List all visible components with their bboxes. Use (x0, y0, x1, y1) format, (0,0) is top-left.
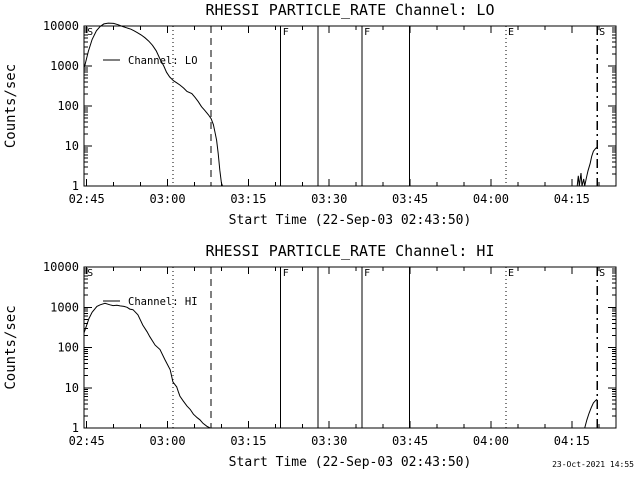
x-tick-label: 02:45 (69, 434, 105, 448)
creation-timestamp: 23-Oct-2021 14:55 (552, 460, 634, 469)
x-tick-label: 03:30 (311, 434, 347, 448)
event-flag: E (508, 268, 514, 279)
legend-label: Channel: HI (128, 296, 198, 308)
event-flag: S (599, 27, 605, 38)
event-flag: S (87, 27, 93, 38)
event-flag: F (364, 268, 370, 279)
legend: Channel: HI (103, 296, 198, 308)
x-axis-label: Start Time (22-Sep-03 02:43:50) (229, 213, 472, 228)
y-tick-label: 100 (57, 99, 79, 113)
panel-hi: 02:45 03:00 03:15 03:30 03:45 04:00 04:15 1 10 10… (3, 242, 617, 470)
y-tick-label: 1 (72, 421, 79, 435)
x-tick-label: 03:15 (230, 192, 266, 206)
x-tick-label: 03:15 (230, 434, 266, 448)
legend-label: Channel: LO (128, 55, 198, 67)
y-tick-label: 1 (72, 179, 79, 193)
y-tick-label: 10000 (43, 260, 79, 274)
plot-box (83, 25, 617, 187)
y-tick-label: 100 (57, 341, 79, 355)
x-tick-label: 04:00 (473, 434, 509, 448)
y-tick-label: 10000 (43, 19, 79, 33)
event-flag: E (508, 27, 514, 38)
series-line (84, 22, 597, 187)
x-tick-label: 03:45 (392, 192, 428, 206)
event-flag: S (87, 268, 93, 279)
y-tick-label: 1000 (50, 59, 79, 73)
chart-title: RHESSI PARTICLE_RATE Channel: HI (206, 242, 495, 260)
x-tick-label: 02:45 (69, 192, 105, 206)
legend: Channel: LO (103, 55, 198, 67)
event-flag: F (283, 27, 289, 38)
x-tick-label: 04:15 (554, 434, 590, 448)
y-axis-label: Counts/sec (3, 305, 19, 389)
x-tick-label: 04:00 (473, 192, 509, 206)
y-tick-label: 10 (65, 381, 79, 395)
event-flag: F (283, 268, 289, 279)
x-tick-label: 03:45 (392, 434, 428, 448)
y-tick-label: 1000 (50, 300, 79, 314)
x-tick-label: 04:15 (554, 192, 590, 206)
event-flag: S (599, 268, 605, 279)
x-tick-label: 03:00 (149, 192, 185, 206)
axes-ticks (84, 25, 616, 187)
x-tick-label: 03:00 (149, 434, 185, 448)
y-axis-label: Counts/sec (3, 64, 19, 148)
panel-lo: 02:45 03:00 03:15 03:30 03:45 04:00 04:15 1 10 10… (3, 1, 617, 228)
plot-box (83, 266, 617, 429)
chart-title: RHESSI PARTICLE_RATE Channel: LO (206, 1, 495, 19)
y-tick-label: 10 (65, 139, 79, 153)
series-line (83, 302, 598, 429)
event-flag: F (364, 27, 370, 38)
axes-ticks (84, 266, 616, 429)
x-axis-label: Start Time (22-Sep-03 02:43:50) (229, 455, 472, 470)
x-tick-label: 03:30 (311, 192, 347, 206)
